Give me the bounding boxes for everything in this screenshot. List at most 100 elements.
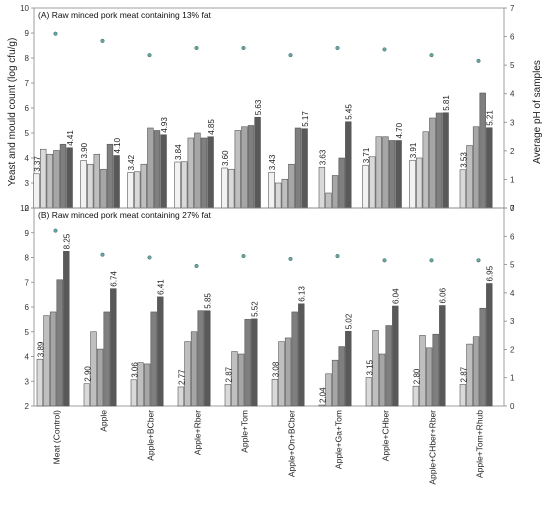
bar (325, 373, 332, 407)
data-label: 6.74 (110, 271, 119, 287)
category-label: Apple+BCber (146, 410, 156, 461)
bar (127, 172, 134, 209)
data-label: 5.21 (486, 110, 495, 126)
ph-marker (476, 258, 481, 263)
bar (486, 283, 493, 407)
bar (382, 136, 389, 209)
ph-marker (288, 256, 293, 261)
bar (432, 333, 439, 407)
bar (147, 127, 154, 209)
data-label: 5.85 (204, 293, 213, 309)
bar (415, 157, 423, 209)
bar (87, 163, 94, 209)
bar (298, 303, 305, 407)
bar (90, 331, 97, 407)
bar (429, 117, 436, 209)
bar (160, 134, 167, 209)
y2-tick-label: 5 (510, 261, 515, 270)
data-label: 2.90 (83, 366, 92, 382)
bar (231, 351, 238, 407)
y-tick-label: 4 (25, 353, 30, 362)
ph-marker (241, 45, 246, 51)
ph-marker (429, 53, 434, 58)
bar (345, 330, 352, 407)
y-tick-label: 8 (25, 54, 30, 63)
data-label: 3.37 (33, 156, 42, 172)
data-label: 5.52 (251, 301, 260, 317)
ph-marker (53, 31, 58, 36)
y-tick-label: 5 (25, 328, 30, 337)
bar (137, 362, 144, 407)
bar (271, 378, 279, 407)
bar (466, 343, 473, 407)
bar (422, 131, 429, 209)
data-label: 3.84 (174, 144, 183, 160)
bar (157, 296, 164, 407)
data-label: 4.70 (395, 122, 404, 138)
ph-marker (100, 252, 105, 257)
category-label: Apple+CHber (381, 410, 391, 461)
bar (372, 330, 379, 407)
bar (486, 127, 493, 209)
bar (362, 164, 369, 209)
data-label: 6.13 (298, 286, 307, 302)
bar (181, 161, 188, 209)
data-label: 2.80 (412, 368, 421, 384)
ph-marker (100, 38, 105, 43)
y-tick-label: 2 (25, 204, 30, 213)
y-tick-label: 9 (25, 229, 30, 238)
bar (228, 168, 235, 209)
bar (96, 348, 104, 407)
ph-marker (147, 255, 152, 260)
data-label: 3.71 (362, 147, 371, 163)
bar (442, 112, 449, 209)
data-label: 3.43 (268, 154, 277, 170)
data-label: 5.45 (345, 104, 354, 120)
data-label: 3.89 (36, 341, 45, 357)
category-label: Apple+Tom (240, 410, 250, 453)
bar (234, 130, 241, 209)
y2-tick-label: 3 (510, 317, 515, 326)
y2-tick-label: 7 (510, 204, 515, 213)
bar (83, 383, 91, 407)
data-label: 3.90 (80, 142, 89, 158)
bar (207, 136, 214, 209)
data-label: 3.15 (365, 359, 374, 375)
data-label: 5.63 (254, 99, 263, 115)
category-label: Apple+Tom+Rhub (475, 410, 485, 478)
y-tick-label: 9 (25, 29, 30, 38)
category-label: Apple+Rber (193, 410, 203, 455)
y2-tick-label: 6 (510, 232, 515, 241)
y-tick-label: 8 (25, 254, 30, 263)
bar (409, 159, 416, 209)
bar (187, 137, 194, 209)
panel-title: (A) Raw minced pork meat containing 13% … (38, 10, 212, 20)
bar (318, 166, 326, 209)
bar (439, 305, 446, 407)
y-tick-label: 7 (25, 278, 30, 287)
bar (244, 319, 251, 407)
bar (103, 311, 110, 407)
y2-tick-label: 4 (510, 90, 515, 99)
y2-tick-label: 5 (510, 61, 515, 70)
ph-marker (335, 254, 340, 259)
bar (278, 341, 285, 407)
data-label: 3.63 (318, 149, 327, 165)
bar (80, 160, 87, 209)
data-label: 3.06 (130, 362, 139, 378)
bar (59, 143, 67, 209)
bar (274, 182, 282, 209)
data-label: 4.10 (113, 137, 122, 153)
y-tick-label: 10 (20, 204, 29, 213)
data-label: 3.60 (221, 150, 230, 166)
data-label: 5.02 (345, 313, 354, 329)
bar (184, 341, 191, 407)
bar (254, 116, 261, 209)
bar (368, 156, 376, 209)
bar (412, 385, 420, 407)
y-axis-title-right: Average pH of samples (532, 60, 543, 164)
bar (134, 171, 141, 209)
y2-tick-label: 0 (510, 402, 515, 411)
data-label: 6.06 (439, 287, 448, 303)
